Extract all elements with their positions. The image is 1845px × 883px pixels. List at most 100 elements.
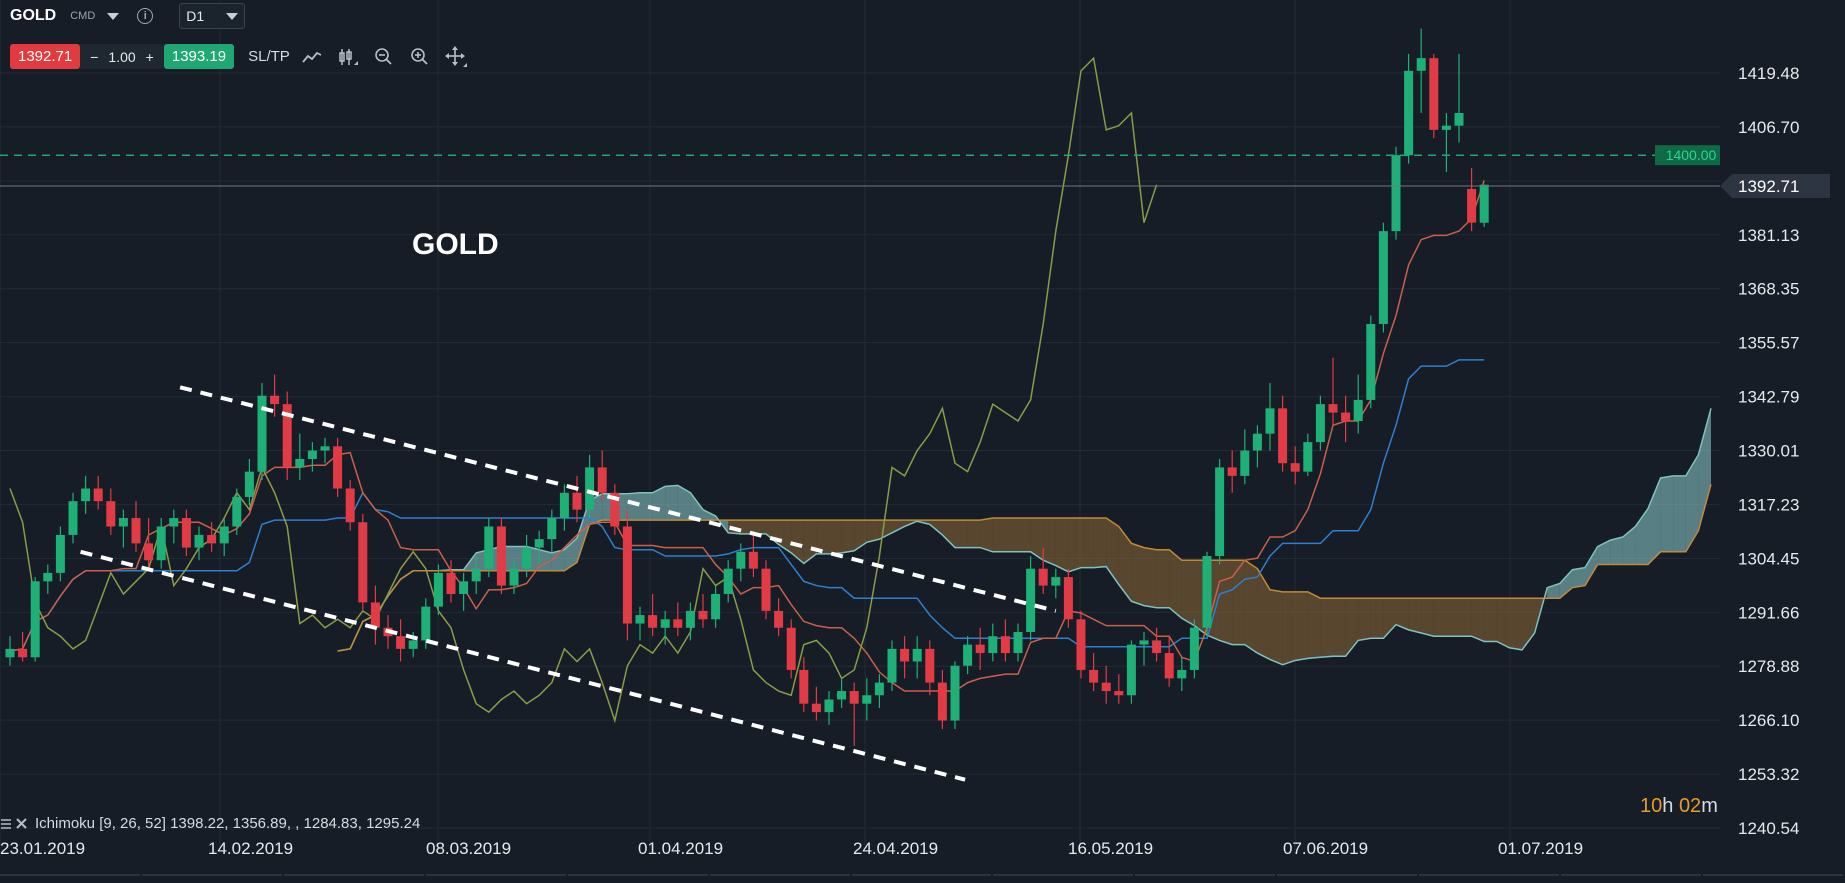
indicator-settings-icon[interactable] (0, 817, 30, 831)
symbol-dropdown-icon[interactable] (107, 12, 120, 20)
candle-body (1366, 323, 1376, 400)
cloud-segment (1345, 598, 1359, 657)
zoom-out-icon[interactable] (370, 44, 398, 69)
quantity-stepper[interactable]: − 1.00 + (80, 44, 164, 69)
cloud-segment (1484, 598, 1497, 642)
cloud-segment (753, 520, 766, 534)
trendlines[interactable] (80, 385, 1057, 782)
candle-body (1303, 442, 1313, 472)
cloud-segment (1660, 475, 1674, 552)
candle-body (169, 518, 179, 527)
candle-body (1290, 463, 1300, 472)
cloud-segment (1610, 537, 1623, 565)
candle-body (93, 488, 103, 502)
candle-body (81, 488, 91, 502)
candle-body (874, 682, 884, 696)
indicator-legend[interactable]: Ichimoku [9, 26, 52] 1398.22, 1356.89, ,… (0, 815, 420, 832)
candle-body (1051, 577, 1061, 586)
candle-body (1315, 404, 1325, 443)
decrease-button[interactable]: − (90, 48, 99, 65)
cloud-segment (1106, 518, 1119, 585)
cloud-segment (1118, 526, 1132, 602)
timeframe-select[interactable]: D1 (179, 3, 246, 29)
date-tick-label: 23.01.2019 (0, 839, 85, 858)
cloud-segment (665, 485, 678, 521)
candle-body (1378, 231, 1388, 324)
candle-body (181, 518, 191, 548)
price-levels: 1400.00 (0, 145, 1727, 187)
cloud-segment (929, 520, 943, 535)
candle-body (1454, 112, 1464, 126)
price-tick-label: 1240.54 (1738, 819, 1799, 838)
tenkan-line (9, 180, 1485, 692)
cloud-segment (1597, 540, 1611, 565)
candle-body (30, 581, 40, 658)
candle-body (799, 669, 809, 704)
candle-body (1278, 408, 1288, 464)
lower-trendline (80, 549, 966, 782)
candle-body (774, 610, 784, 628)
cloud-segment (577, 500, 590, 563)
candle-body (786, 627, 796, 670)
cloud-segment (627, 492, 640, 521)
date-tick-label: 24.04.2019 (853, 839, 938, 858)
candle-body (1038, 568, 1048, 586)
cloud-segment (1257, 568, 1270, 660)
candle-body (484, 526, 494, 569)
line-chart-icon[interactable] (298, 44, 326, 69)
candle-body (106, 501, 116, 527)
cloud-segment (1496, 598, 1510, 648)
candle-body (736, 551, 746, 569)
cloud-segment (1030, 518, 1044, 561)
candle-body (887, 648, 897, 683)
info-icon[interactable]: i (137, 8, 154, 24)
candle-body (1341, 412, 1351, 422)
cloud-segment (992, 518, 1006, 552)
crosshair-icon[interactable] (442, 44, 470, 69)
buy-button[interactable]: 1393.19 (163, 44, 235, 69)
price-axis[interactable]: 1419.48 1406.70 1381.13 1368.35 1355.57 1342.… (1720, 0, 1845, 850)
date-tick-label: 07.06.2019 (1283, 839, 1368, 858)
cloud-segment (1043, 518, 1056, 566)
candle-body (1101, 682, 1111, 692)
timeframe-value: D1 (186, 8, 205, 24)
quantity-value[interactable]: 1.00 (108, 48, 136, 65)
candle-body (282, 404, 292, 468)
cloud-segment (1433, 598, 1447, 637)
candlesticks (5, 28, 1489, 746)
candle-body (118, 518, 128, 527)
candle-body (433, 572, 443, 607)
candle-body (1252, 433, 1262, 451)
trade-panel: 1392.71 − 1.00 + 1393.19 SL/TP (10, 44, 470, 69)
symbol-name[interactable]: GOLD (10, 7, 57, 24)
cloud-segment (1320, 598, 1333, 658)
candle-type-icon[interactable] (334, 44, 362, 69)
cloud-segment (1421, 598, 1434, 637)
sltp-button[interactable]: SL/TP (248, 48, 290, 65)
candle-body (1126, 644, 1136, 696)
cloud-segment (1471, 598, 1485, 642)
candle-body (849, 691, 859, 704)
increase-button[interactable]: + (145, 48, 154, 65)
candle-body (1240, 450, 1250, 476)
candle-body (547, 518, 557, 540)
candle-body (219, 526, 229, 544)
time-axis[interactable]: 23.01.2019 14.02.2019 08.03.2019 01.04.2019… (0, 839, 1583, 858)
candle-body (862, 695, 872, 704)
zoom-in-icon[interactable] (406, 44, 434, 69)
cloud-segment (980, 518, 993, 552)
candle-body (333, 446, 343, 489)
date-tick-label: 01.07.2019 (1498, 839, 1583, 858)
countdown-hours: 10 (1640, 795, 1663, 817)
candle-body (68, 501, 78, 535)
candle-body (207, 534, 217, 544)
date-tick-label: 14.02.2019 (208, 839, 293, 858)
price-tick-label: 1317.23 (1738, 495, 1799, 514)
sell-button[interactable]: 1392.71 (10, 44, 81, 69)
cloud-segment (740, 520, 754, 534)
candle-body (232, 496, 242, 527)
price-tick-label: 1342.79 (1738, 388, 1799, 407)
bottom-panel-tabs[interactable] (0, 874, 1845, 883)
candle-body (459, 581, 469, 594)
